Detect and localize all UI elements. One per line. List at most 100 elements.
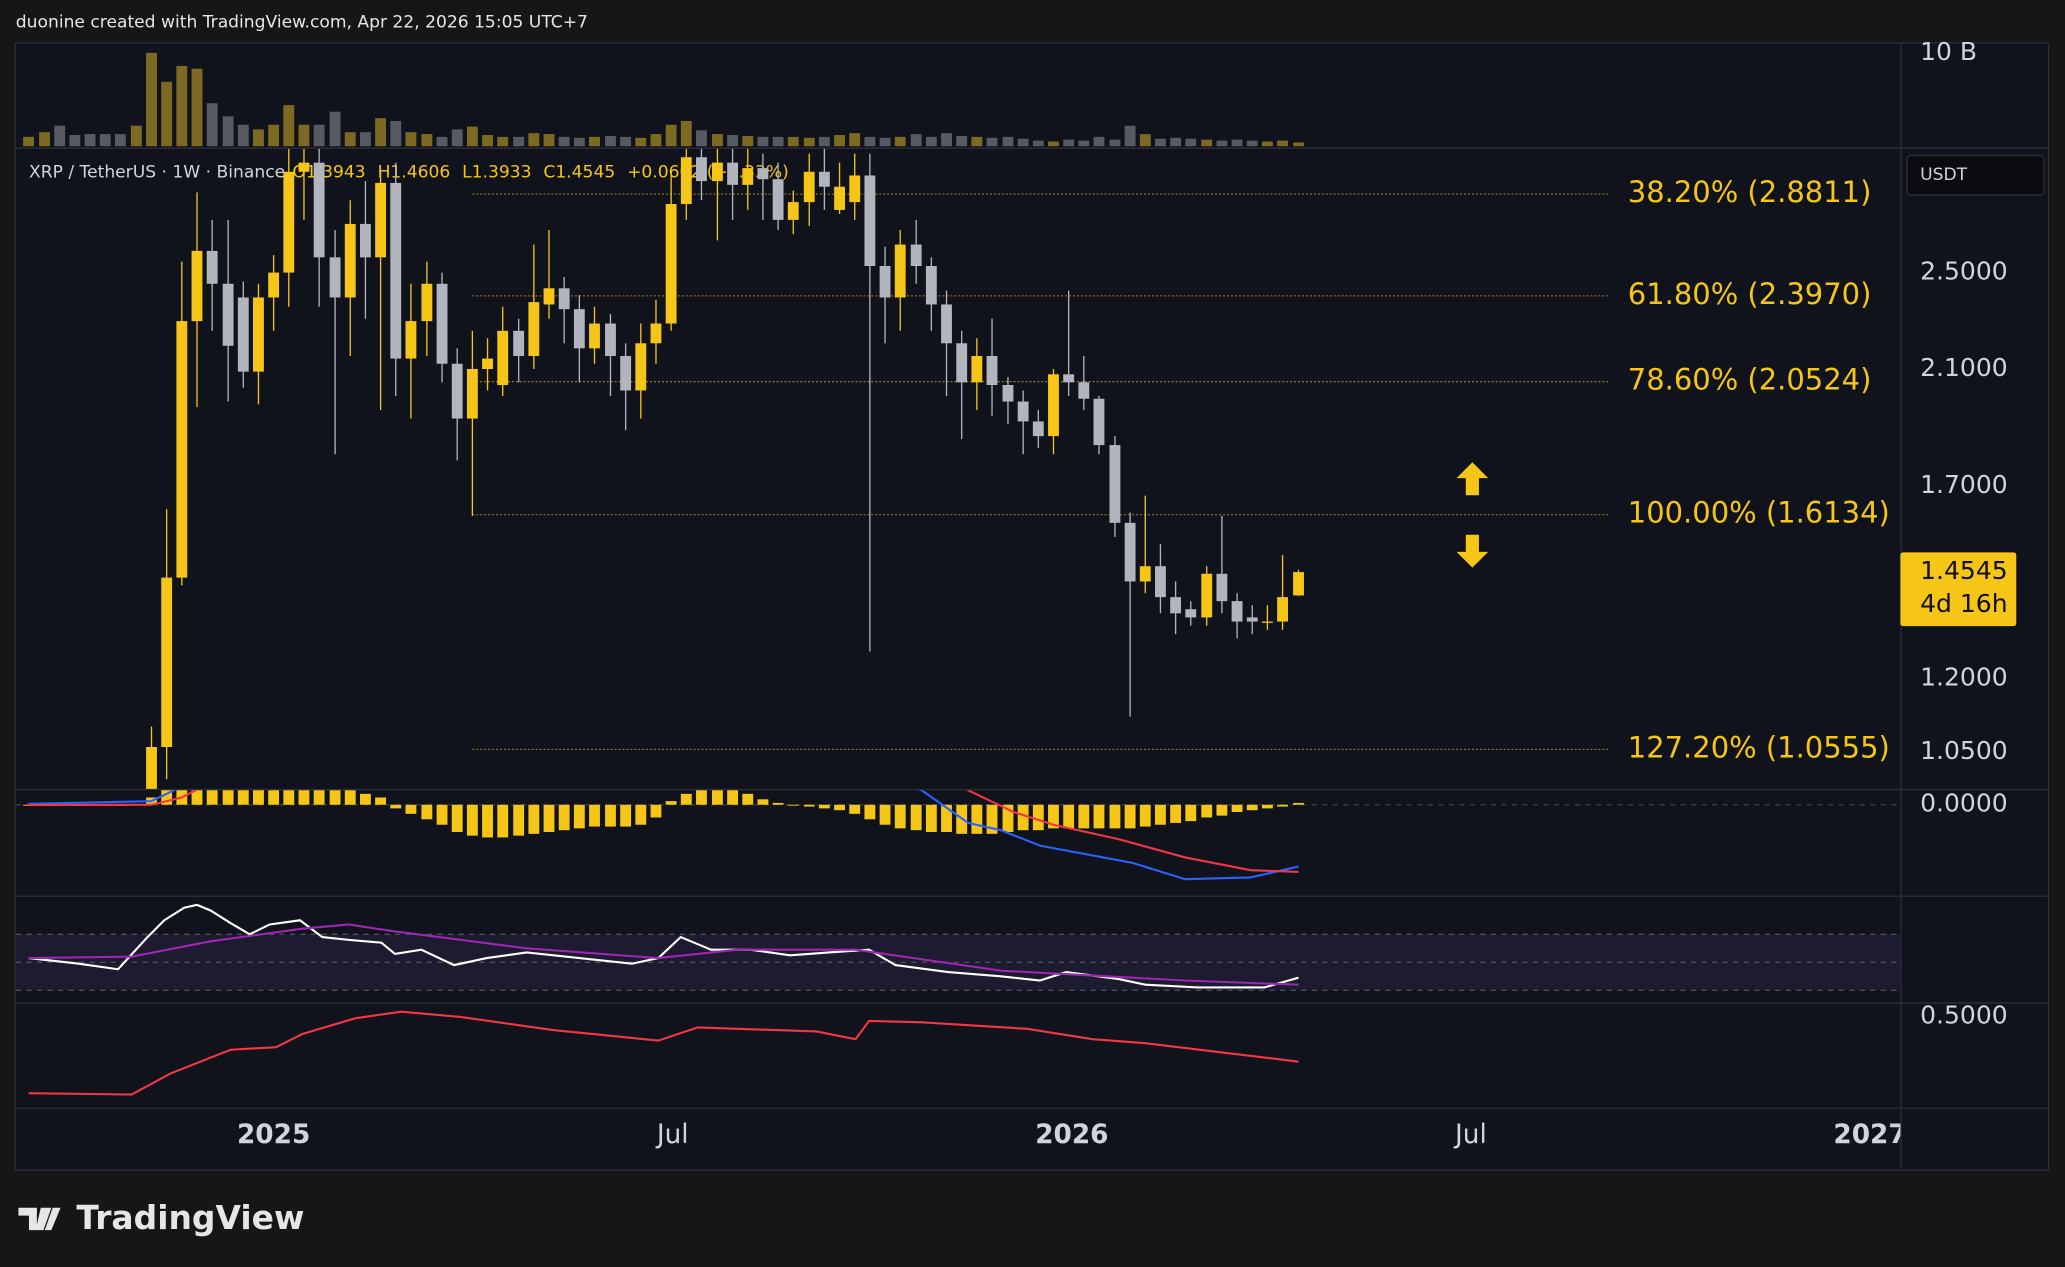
macd-histogram-bar <box>1216 804 1228 816</box>
macd-histogram-bar <box>329 790 341 805</box>
candle-body <box>329 257 341 298</box>
candle-body <box>1246 617 1258 622</box>
candle-body <box>1185 609 1197 618</box>
volume-bar <box>344 132 356 147</box>
volume-bar <box>466 126 478 147</box>
volume-bar <box>39 132 50 147</box>
macd-line <box>28 790 1299 881</box>
volume-bar <box>680 121 692 147</box>
volume-bar <box>206 103 218 147</box>
rsi-line <box>28 903 1299 989</box>
volume-bar <box>191 68 203 147</box>
candle-body <box>1002 385 1014 402</box>
candle-body <box>864 175 876 266</box>
macd-histogram-bar <box>665 801 677 805</box>
candle-body <box>482 358 493 369</box>
volume-bar <box>375 118 387 147</box>
macd-histogram-bar <box>712 790 723 805</box>
candle-body <box>513 330 525 356</box>
candle-body <box>206 250 218 284</box>
arrow-up <box>1456 462 1489 496</box>
candle-body <box>466 368 478 419</box>
volume-bar <box>910 134 922 147</box>
candle-body <box>375 182 387 258</box>
macd-histogram-bar <box>313 790 325 805</box>
pane <box>23 52 1304 147</box>
candle-body <box>696 157 707 182</box>
volume-bar <box>99 134 111 147</box>
candle-body <box>1124 522 1136 582</box>
fib-label: 38.20% (2.8811) <box>1628 175 1872 209</box>
volume-bar <box>787 136 799 147</box>
candle-body <box>405 321 417 359</box>
logo-mark <box>18 1207 61 1231</box>
volume-bar <box>558 136 570 147</box>
volume-bar <box>405 132 417 147</box>
currency-button[interactable] <box>1906 154 2045 196</box>
candle-body <box>1017 401 1029 422</box>
candle-body <box>712 162 723 182</box>
candle-body <box>849 175 861 203</box>
candle-body <box>956 343 968 383</box>
macd-line <box>28 790 1299 874</box>
macd-histogram-bar <box>466 804 478 836</box>
volume-bar <box>1109 139 1121 147</box>
macd-histogram-bar <box>543 804 555 832</box>
volume-bar <box>253 129 264 147</box>
volume-bar <box>605 135 616 147</box>
macd-histogram-bar <box>1124 804 1136 829</box>
candle-body <box>390 182 402 359</box>
volume-bar <box>818 136 830 147</box>
candle-body <box>1155 566 1166 598</box>
volume-bar <box>772 136 784 147</box>
macd-histogram-bar <box>818 804 830 809</box>
fib-label: 61.80% (2.3970) <box>1628 277 1872 311</box>
volume-bar <box>313 124 325 147</box>
candle-body <box>1231 601 1243 622</box>
macd-histogram-bar <box>894 804 906 829</box>
y-tick-label: 1.7000 <box>1920 470 2008 499</box>
ohlc-value: H1.4606 <box>378 163 451 183</box>
macd-histogram-bar <box>620 804 632 827</box>
volume-bar <box>1185 138 1197 147</box>
arrow-down <box>1456 534 1489 568</box>
y-tick-label: 1.2000 <box>1920 662 2008 691</box>
volume-bar <box>23 136 35 147</box>
volume-bar <box>1155 138 1166 147</box>
macd-histogram-bar <box>268 790 280 805</box>
volume-bar <box>114 134 126 147</box>
candle-body <box>298 162 310 172</box>
volume-bar <box>757 136 769 147</box>
pane <box>15 903 1901 991</box>
macd-histogram-bar <box>803 804 815 807</box>
candle-body <box>879 265 891 298</box>
volume-bar <box>283 105 295 147</box>
macd-histogram-bar <box>573 804 585 829</box>
macd-histogram-bar <box>696 790 707 805</box>
macd-histogram-bar <box>849 804 861 814</box>
candle-body <box>1293 572 1304 596</box>
macd-histogram-bar <box>635 804 647 825</box>
candle-body <box>222 283 234 346</box>
pane <box>146 148 1304 789</box>
macd-histogram-bar <box>650 804 662 818</box>
volume-bar <box>1231 139 1243 147</box>
volume-bar <box>84 134 96 147</box>
volume-bar <box>650 134 662 147</box>
currency-label[interactable]: USDT <box>1920 165 1968 185</box>
macd-histogram-bar <box>864 804 876 820</box>
candle-body <box>161 577 173 748</box>
macd-histogram-bar <box>1017 804 1029 831</box>
macd-histogram-bar <box>986 804 998 834</box>
volume-bar <box>390 121 402 147</box>
volume-bar <box>589 136 600 147</box>
volume-bar <box>803 137 815 147</box>
volume-bar <box>513 136 525 147</box>
volume-tick-label: 10 B <box>1920 37 1977 66</box>
candle-body <box>1078 382 1090 399</box>
volume-bar <box>69 135 81 147</box>
candle-body <box>573 309 585 349</box>
volume-bar <box>1170 137 1182 147</box>
macd-histogram-bar <box>787 804 799 806</box>
